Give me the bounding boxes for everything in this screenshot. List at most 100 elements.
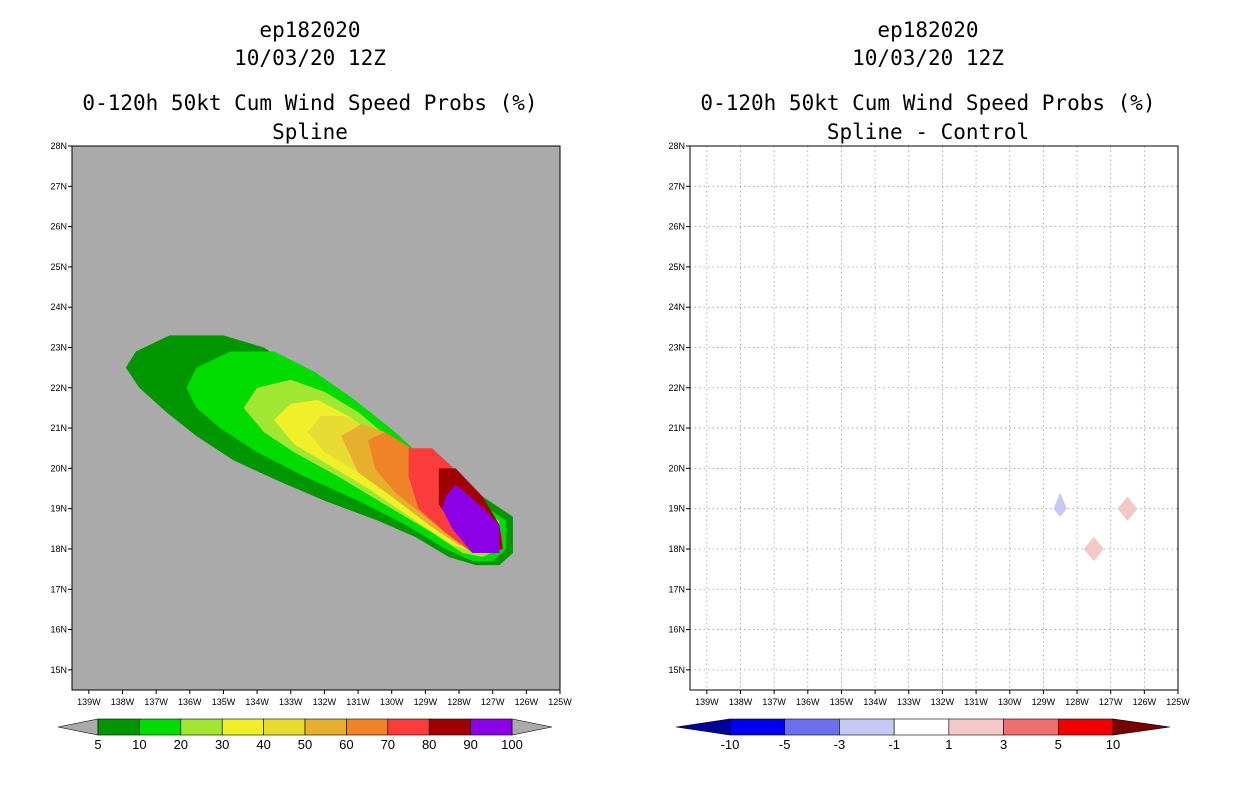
y-tick-label: 23N — [50, 342, 67, 352]
colorbar-arrow-right — [511, 718, 553, 736]
storm-id-title: ep182020 — [877, 18, 978, 42]
x-tick-label: 139W — [695, 697, 719, 707]
colorbar-swatch — [1003, 718, 1059, 736]
y-tick-label: 20N — [668, 463, 685, 473]
colorbar-swatch — [180, 718, 223, 736]
y-tick-label: 16N — [50, 625, 67, 635]
colorbar-swatch — [139, 718, 182, 736]
x-tick-label: 132W — [931, 697, 955, 707]
y-tick-label: 22N — [668, 383, 685, 393]
y-tick-label: 19N — [50, 504, 67, 514]
x-tick-label: 135W — [830, 697, 854, 707]
x-tick-label: 129W — [414, 697, 438, 707]
colorbar-label: 70 — [381, 737, 395, 752]
colorbar-label: -5 — [779, 737, 791, 752]
plot-background — [690, 146, 1178, 690]
x-tick-label: 128W — [1065, 697, 1089, 707]
colorbar-swatch — [1057, 718, 1114, 736]
x-tick-label: 127W — [481, 697, 505, 707]
x-tick-label: 137W — [144, 697, 168, 707]
y-tick-label: 25N — [668, 262, 685, 272]
x-tick-label: 136W — [178, 697, 202, 707]
colorbar-swatch — [97, 718, 140, 736]
datetime-title: 10/03/20 12Z — [234, 46, 386, 70]
y-tick-label: 28N — [668, 141, 685, 151]
x-tick-label: 137W — [762, 697, 786, 707]
y-tick-label: 23N — [668, 342, 685, 352]
x-tick-label: 135W — [212, 697, 236, 707]
colorbar-swatch — [428, 718, 471, 736]
x-tick-label: 130W — [380, 697, 404, 707]
y-tick-label: 17N — [668, 584, 685, 594]
x-tick-label: 134W — [863, 697, 887, 707]
contour-90 — [442, 484, 500, 553]
panel-spline-minus-control: ep182020 10/03/20 12Z 0-120h 50kt Cum Wi… — [668, 18, 1190, 752]
colorbar-swatch — [839, 718, 895, 736]
colorbar-label: -10 — [721, 737, 740, 752]
y-tick-label: 21N — [668, 423, 685, 433]
colorbar-label: 40 — [256, 737, 270, 752]
y-tick-label: 16N — [668, 625, 685, 635]
colorbar-label: 10 — [132, 737, 146, 752]
colorbar-swatch — [893, 718, 950, 736]
y-tick-label: 20N — [50, 463, 67, 473]
plot-area: 139W 138W 137W 136W 135W 134W 133W 132W 131W 130W… — [50, 141, 572, 707]
colorbar-label: -1 — [888, 737, 900, 752]
colorbar-label: 20 — [174, 737, 188, 752]
contour-3 — [1117, 496, 1138, 521]
colorbar-label: -3 — [834, 737, 846, 752]
x-tick-label: 132W — [313, 697, 337, 707]
colorbar-label: 80 — [422, 737, 436, 752]
x-tick-label: 126W — [515, 697, 539, 707]
x-tick-label: 138W — [729, 697, 753, 707]
colorbar-label: 50 — [298, 737, 312, 752]
x-tick-label: 133W — [279, 697, 303, 707]
storm-id-title: ep182020 — [259, 18, 360, 42]
x-tick-label: 125W — [548, 697, 572, 707]
x-tick-label: 125W — [1166, 697, 1190, 707]
colorbar-label: 90 — [463, 737, 477, 752]
colorbar-label: 60 — [339, 737, 353, 752]
colorbar-arrow-left — [57, 718, 99, 736]
y-tick-label: 17N — [50, 584, 67, 594]
y-tick-label: 24N — [50, 302, 67, 312]
x-tick-label: 131W — [964, 697, 988, 707]
x-tick-label: 129W — [1032, 697, 1056, 707]
y-tick-label: 22N — [50, 383, 67, 393]
x-tick-label: 139W — [77, 697, 101, 707]
chart-title: 0-120h 50kt Cum Wind Speed Probs (%) — [700, 91, 1155, 115]
y-tick-label: 28N — [50, 141, 67, 151]
x-tick-label: 136W — [796, 697, 820, 707]
chart-subtitle: Spline — [272, 120, 348, 144]
colorbar-swatch — [263, 718, 306, 736]
colorbar-arrow-left — [675, 718, 731, 736]
colorbar-arrow-right — [1112, 718, 1171, 736]
colorbar-label: 1 — [945, 737, 952, 752]
colorbar-swatch — [346, 718, 389, 736]
colorbar-label: 5 — [94, 737, 101, 752]
x-tick-label: 134W — [245, 697, 269, 707]
colorbar-label: 5 — [1055, 737, 1062, 752]
x-tick-label: 127W — [1099, 697, 1123, 707]
y-tick-label: 26N — [50, 222, 67, 232]
chart-title: 0-120h 50kt Cum Wind Speed Probs (%) — [82, 91, 537, 115]
y-tick-label: 26N — [668, 222, 685, 232]
y-tick-label: 19N — [668, 504, 685, 514]
x-tick-label: 130W — [998, 697, 1022, 707]
plot-frame — [689, 145, 1179, 691]
y-tick-label: 27N — [668, 181, 685, 191]
panel-spline: ep182020 10/03/20 12Z 0-120h 50kt Cum Wi… — [50, 18, 572, 752]
y-tick-label: 18N — [668, 544, 685, 554]
x-tick-label: 138W — [111, 697, 135, 707]
x-tick-label: 131W — [346, 697, 370, 707]
x-tick-label: 126W — [1133, 697, 1157, 707]
colorbar-swatch — [729, 718, 786, 736]
y-tick-label: 15N — [668, 665, 685, 675]
y-tick-label: 21N — [50, 423, 67, 433]
colorbar-label: 30 — [215, 737, 229, 752]
y-tick-label: 15N — [50, 665, 67, 675]
contour-neg3 — [1053, 492, 1067, 517]
x-tick-label: 133W — [897, 697, 921, 707]
plot-area: 139W 138W 137W 136W 135W 134W 133W 132W 131W 130W… — [668, 141, 1190, 707]
